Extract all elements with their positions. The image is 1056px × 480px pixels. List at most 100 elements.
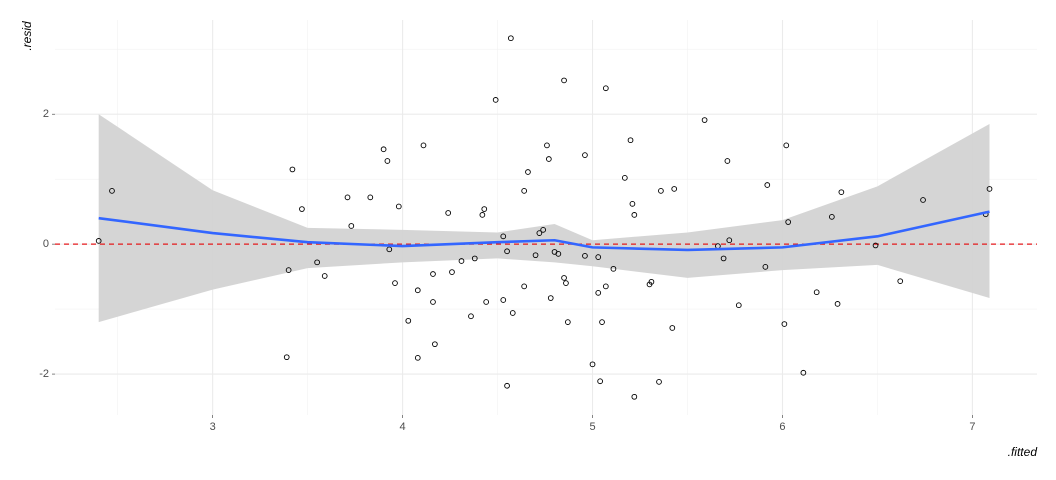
point (610, 265, 617, 272)
point (602, 283, 609, 290)
point (897, 278, 904, 285)
point (701, 117, 708, 123)
point (445, 210, 452, 216)
point (602, 85, 609, 92)
point (471, 255, 478, 262)
point (386, 246, 393, 253)
point (509, 310, 516, 316)
point (829, 214, 835, 220)
point (629, 201, 636, 207)
point (631, 393, 638, 400)
point (536, 230, 543, 236)
x-tick-label: 7 (969, 421, 975, 433)
point (289, 166, 296, 173)
point (283, 354, 290, 361)
y-axis-title: .resid (20, 21, 34, 51)
point (481, 206, 488, 212)
y-tick-label: -2 (39, 368, 49, 380)
point (285, 267, 292, 273)
point (658, 188, 664, 194)
point (504, 382, 510, 389)
point (595, 290, 602, 296)
x-tick-label: 3 (210, 421, 216, 433)
point (595, 254, 602, 260)
point (656, 379, 662, 385)
point (504, 248, 510, 255)
confidence-band (98, 114, 990, 323)
point (648, 278, 655, 285)
point (735, 302, 742, 309)
point (521, 283, 528, 290)
point (920, 197, 926, 203)
point (627, 137, 634, 144)
point (430, 299, 436, 305)
point (561, 275, 567, 281)
point (299, 206, 305, 212)
point (621, 175, 628, 181)
point (500, 297, 507, 303)
point (545, 156, 552, 162)
point (479, 212, 486, 218)
point (500, 233, 507, 240)
point (813, 289, 820, 296)
point (783, 142, 790, 149)
point (781, 321, 788, 327)
y-tick-label: 0 (43, 238, 49, 250)
point (392, 280, 398, 286)
point (430, 271, 436, 277)
point (764, 182, 771, 188)
point (555, 251, 562, 257)
point (582, 152, 588, 158)
point (492, 97, 499, 103)
point (348, 223, 355, 229)
point (395, 203, 402, 210)
point (561, 77, 567, 84)
point (458, 258, 465, 264)
point (344, 194, 351, 201)
point (544, 142, 550, 149)
point (384, 158, 391, 164)
point (367, 194, 374, 201)
point (800, 369, 807, 376)
point (599, 319, 605, 325)
point (420, 142, 427, 149)
point (720, 255, 727, 262)
point (762, 264, 769, 270)
point (834, 301, 841, 307)
point (483, 299, 490, 305)
point (95, 238, 102, 244)
point (525, 169, 531, 175)
point (631, 212, 638, 218)
point (671, 186, 678, 192)
x-tick-label: 6 (779, 421, 785, 433)
point (314, 259, 320, 266)
point (726, 237, 733, 244)
point (405, 317, 412, 324)
point (540, 226, 547, 233)
point (838, 189, 845, 196)
point (414, 354, 421, 361)
point (564, 319, 571, 325)
point (582, 252, 588, 259)
point (547, 295, 554, 301)
point (321, 273, 328, 279)
point (724, 158, 731, 164)
point (563, 280, 569, 286)
x-tick-label: 5 (589, 421, 595, 433)
point (986, 186, 993, 192)
point (432, 341, 438, 348)
point (380, 146, 387, 153)
smooth-line (98, 210, 990, 252)
point (109, 188, 115, 194)
point (414, 287, 421, 294)
point (589, 361, 596, 368)
point (785, 219, 792, 225)
point (532, 252, 539, 259)
y-tick-label: 2 (43, 108, 49, 120)
x-tick-label: 4 (400, 421, 406, 433)
point (669, 325, 676, 331)
point (521, 188, 528, 194)
point (508, 35, 514, 42)
point (468, 313, 474, 320)
